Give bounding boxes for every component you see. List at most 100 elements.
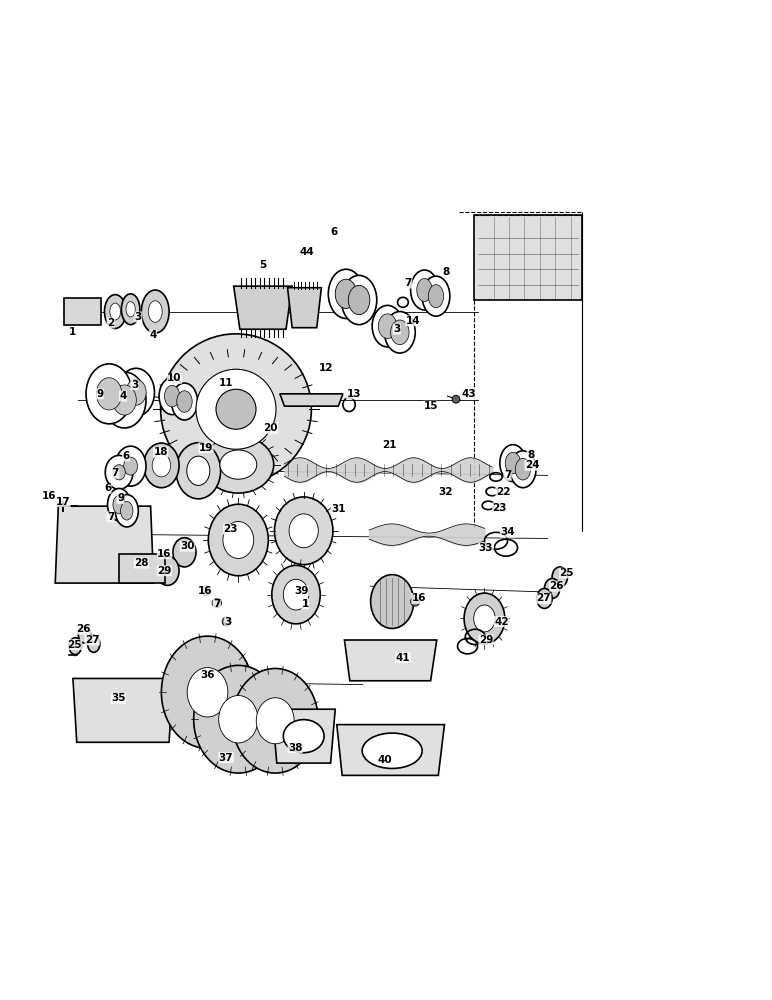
Ellipse shape: [126, 379, 146, 405]
Ellipse shape: [148, 301, 162, 322]
Polygon shape: [65, 298, 101, 325]
Ellipse shape: [378, 314, 397, 338]
Circle shape: [201, 586, 211, 595]
Ellipse shape: [113, 495, 125, 514]
Text: 19: 19: [199, 443, 213, 453]
Polygon shape: [73, 678, 173, 742]
Ellipse shape: [341, 275, 377, 325]
Text: 36: 36: [200, 670, 215, 680]
Text: 10: 10: [168, 373, 181, 383]
Text: 16: 16: [157, 549, 171, 559]
Circle shape: [196, 369, 276, 449]
Ellipse shape: [515, 458, 530, 480]
Text: 39: 39: [294, 586, 309, 596]
Ellipse shape: [371, 575, 414, 628]
Text: 7: 7: [111, 468, 119, 478]
Text: 25: 25: [67, 640, 82, 650]
Ellipse shape: [362, 733, 422, 768]
Ellipse shape: [110, 303, 120, 320]
Text: 16: 16: [198, 586, 212, 596]
Text: 31: 31: [331, 504, 346, 514]
Text: 7: 7: [504, 470, 511, 480]
Circle shape: [222, 617, 232, 626]
Ellipse shape: [208, 504, 269, 576]
Text: 41: 41: [395, 653, 410, 663]
Text: 23: 23: [223, 524, 238, 534]
Text: 18: 18: [154, 447, 168, 457]
Text: 27: 27: [85, 635, 100, 645]
Ellipse shape: [141, 290, 169, 333]
Text: 1: 1: [302, 599, 309, 609]
Ellipse shape: [187, 456, 210, 485]
Ellipse shape: [220, 450, 257, 479]
Ellipse shape: [372, 305, 403, 347]
Ellipse shape: [552, 567, 567, 587]
Ellipse shape: [328, 269, 364, 318]
Ellipse shape: [96, 378, 122, 410]
Text: 9: 9: [117, 493, 124, 503]
Ellipse shape: [272, 565, 320, 624]
Ellipse shape: [505, 452, 520, 474]
Ellipse shape: [275, 497, 333, 565]
Text: 28: 28: [134, 558, 149, 568]
Polygon shape: [344, 640, 437, 681]
Ellipse shape: [223, 522, 254, 558]
Text: 26: 26: [550, 581, 564, 591]
Text: 16: 16: [42, 491, 56, 501]
Circle shape: [452, 395, 460, 403]
Text: 33: 33: [479, 543, 493, 553]
Polygon shape: [279, 394, 343, 406]
Ellipse shape: [348, 285, 370, 315]
Text: 11: 11: [218, 378, 233, 388]
Ellipse shape: [124, 457, 137, 475]
Ellipse shape: [232, 668, 318, 773]
Text: 30: 30: [181, 541, 195, 551]
Text: 17: 17: [56, 497, 70, 507]
Ellipse shape: [256, 698, 294, 744]
Text: 37: 37: [218, 753, 233, 763]
Text: 24: 24: [525, 460, 540, 470]
Text: 9: 9: [96, 389, 103, 399]
Ellipse shape: [173, 538, 196, 567]
Circle shape: [212, 598, 222, 608]
Ellipse shape: [474, 605, 495, 632]
Ellipse shape: [113, 385, 137, 415]
Circle shape: [411, 597, 420, 606]
Ellipse shape: [537, 588, 552, 608]
Text: 14: 14: [405, 316, 420, 326]
Ellipse shape: [464, 593, 505, 644]
Ellipse shape: [69, 638, 81, 655]
Ellipse shape: [544, 578, 560, 598]
Circle shape: [161, 334, 311, 485]
Text: 42: 42: [494, 617, 509, 627]
Ellipse shape: [171, 383, 198, 420]
Text: 32: 32: [438, 487, 453, 497]
Ellipse shape: [161, 636, 254, 748]
Text: 40: 40: [378, 755, 391, 765]
Text: 16: 16: [411, 593, 426, 603]
Ellipse shape: [103, 372, 146, 428]
Ellipse shape: [283, 720, 324, 753]
Text: 15: 15: [423, 401, 438, 411]
Text: 5: 5: [259, 260, 266, 270]
Ellipse shape: [144, 443, 179, 488]
Ellipse shape: [218, 696, 258, 743]
Text: 35: 35: [111, 693, 126, 703]
Polygon shape: [119, 554, 165, 583]
Text: 7: 7: [213, 599, 221, 609]
Text: 26: 26: [76, 624, 91, 634]
Text: 6: 6: [330, 227, 337, 237]
Ellipse shape: [428, 285, 444, 308]
Text: 29: 29: [479, 635, 493, 645]
Ellipse shape: [78, 626, 90, 643]
Ellipse shape: [120, 502, 133, 520]
Ellipse shape: [113, 465, 125, 480]
Ellipse shape: [105, 455, 133, 489]
Ellipse shape: [289, 514, 318, 548]
Ellipse shape: [159, 378, 185, 415]
Ellipse shape: [164, 385, 180, 407]
Text: 44: 44: [300, 247, 314, 257]
Ellipse shape: [176, 443, 221, 499]
Ellipse shape: [152, 454, 171, 477]
Text: 27: 27: [537, 593, 551, 603]
